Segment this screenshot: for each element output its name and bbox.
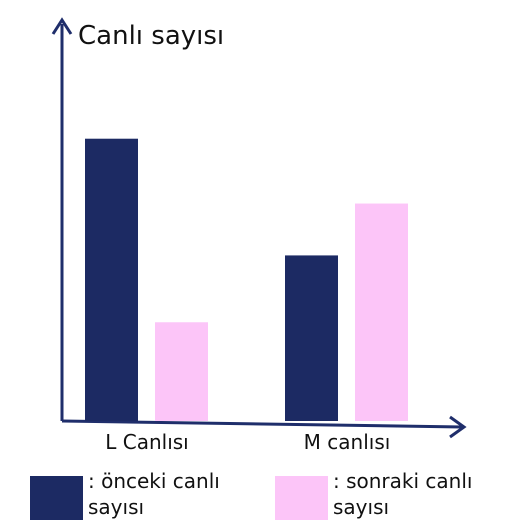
x-axis-arrow [449,415,467,439]
bar [85,138,138,421]
legend-swatch [30,476,83,520]
bar [285,255,338,421]
legend-text: : sonraki canlı sayısı [333,469,473,519]
x-tick-label: L Canlısı [105,430,189,454]
legend-swatch [275,476,328,520]
x-tick-label: M canlısı [304,430,391,454]
bar [355,203,408,421]
legend-text: : önceki canlı sayısı [88,469,220,519]
x-axis [61,419,463,429]
bar [155,322,208,421]
y-axis-arrow [51,17,73,35]
chart-title: Canlı sayısı [78,21,224,51]
